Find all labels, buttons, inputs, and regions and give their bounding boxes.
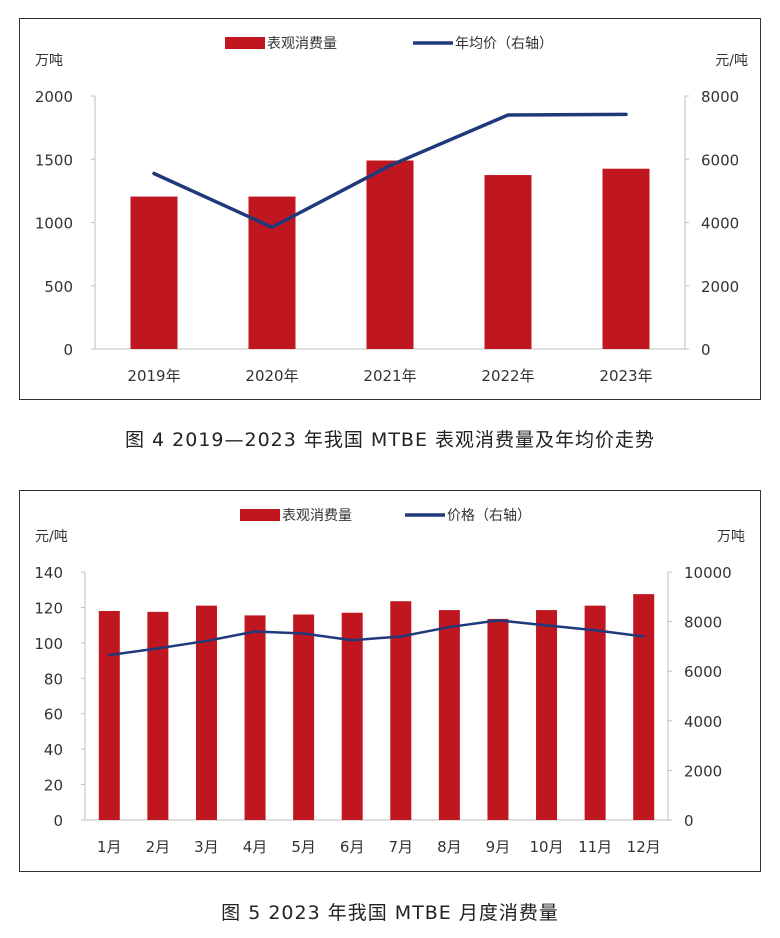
bar-annual-2021年 <box>366 160 414 349</box>
bar-annual-2022年 <box>484 175 532 349</box>
right-tick-label: 10000 <box>684 564 732 582</box>
legend-bar-label: 表观消费量 <box>267 36 337 52</box>
x-tick-label: 4月 <box>243 838 268 856</box>
x-tick-label: 2023年 <box>599 367 652 385</box>
left-tick-label: 140 <box>34 564 63 582</box>
right-tick-label: 0 <box>701 341 711 359</box>
bar-annual-2023年 <box>602 168 650 349</box>
bar-monthly-11月 <box>584 605 606 820</box>
legend-line-label: 年均价（右轴） <box>455 36 553 52</box>
right-tick-label: 2000 <box>684 762 722 780</box>
figure-5-caption: 图 5 2023 年我国 MTBE 月度消费量 <box>221 902 559 924</box>
bar-monthly-3月 <box>195 605 217 820</box>
bar-monthly-6月 <box>341 612 363 820</box>
chart-annual-consumption-price: 表观消费量 年均价（右轴） 万吨 元/吨 0 500 1000 1500 2000 0 2000 40… <box>19 18 761 400</box>
left-axis-unit: 元/吨 <box>35 529 68 545</box>
left-tick-label: 60 <box>44 706 63 724</box>
bar-annual-2019年 <box>130 196 178 349</box>
chart-monthly-consumption: 表观消费量 价格（右轴） 元/吨 万吨 0 20 40 60 80 100 120 140 0 2000 4… <box>19 490 761 872</box>
right-tick-label: 6000 <box>701 151 739 169</box>
x-tick-label: 7月 <box>389 838 414 856</box>
legend-line-label: 价格（右轴） <box>447 508 531 524</box>
right-tick-label: 6000 <box>684 663 722 681</box>
left-tick-label: 120 <box>34 599 63 617</box>
x-tick-label: 12月 <box>627 838 661 856</box>
right-tick-label: 2000 <box>701 278 739 296</box>
x-tick-label: 3月 <box>194 838 219 856</box>
bar-monthly-2月 <box>147 611 169 820</box>
bar-monthly-7月 <box>390 601 412 820</box>
left-tick-label: 20 <box>44 777 63 795</box>
legend-bar-swatch <box>240 509 280 521</box>
bar-monthly-12月 <box>633 594 655 820</box>
left-tick-label: 100 <box>34 635 63 653</box>
right-tick-label: 4000 <box>684 713 722 731</box>
x-tick-label: 8月 <box>437 838 462 856</box>
right-axis-unit: 万吨 <box>717 529 745 545</box>
bar-monthly-5月 <box>293 614 315 820</box>
bar-monthly-10月 <box>536 610 558 820</box>
left-tick-label: 40 <box>44 741 63 759</box>
left-tick-label: 80 <box>44 670 63 688</box>
figure-4-caption: 图 4 2019—2023 年我国 MTBE 表观消费量及年均价走势 <box>124 429 656 451</box>
chart1-svg: 表观消费量 年均价（右轴） 万吨 元/吨 0 500 1000 1500 2000 0 2000 40… <box>35 36 748 385</box>
x-tick-label: 2020年 <box>245 367 298 385</box>
left-tick-label: 1500 <box>35 151 73 169</box>
x-tick-label: 2019年 <box>127 367 180 385</box>
x-tick-label: 5月 <box>291 838 316 856</box>
bar-monthly-9月 <box>487 618 509 820</box>
legend-bar-swatch <box>225 37 265 49</box>
x-tick-label: 9月 <box>486 838 511 856</box>
price-line-annual <box>152 112 628 229</box>
left-tick-label: 0 <box>63 341 73 359</box>
bar-monthly-4月 <box>244 615 266 820</box>
right-tick-label: 0 <box>684 812 694 830</box>
right-tick-label: 4000 <box>701 215 739 233</box>
left-tick-label: 0 <box>53 812 63 830</box>
right-tick-label: 8000 <box>684 614 722 632</box>
left-tick-label: 1000 <box>35 215 73 233</box>
left-axis-unit: 万吨 <box>35 53 63 69</box>
x-tick-label: 2月 <box>146 838 171 856</box>
right-axis-unit: 元/吨 <box>715 53 748 69</box>
x-tick-label: 1月 <box>97 838 122 856</box>
bar-monthly-1月 <box>98 610 120 820</box>
price-line-monthly <box>108 619 645 657</box>
x-tick-label: 11月 <box>578 838 612 856</box>
x-tick-label: 2022年 <box>481 367 534 385</box>
chart2-svg: 表观消费量 价格（右轴） 元/吨 万吨 0 20 40 60 80 100 120 140 0 2000 4… <box>34 508 745 856</box>
legend-bar-label: 表观消费量 <box>282 508 352 524</box>
x-tick-label: 6月 <box>340 838 365 856</box>
right-tick-label: 8000 <box>701 88 739 106</box>
left-tick-label: 2000 <box>35 88 73 106</box>
bar-monthly-8月 <box>438 610 460 820</box>
x-tick-label: 2021年 <box>363 367 416 385</box>
left-tick-label: 500 <box>44 278 73 296</box>
x-tick-label: 10月 <box>529 838 563 856</box>
